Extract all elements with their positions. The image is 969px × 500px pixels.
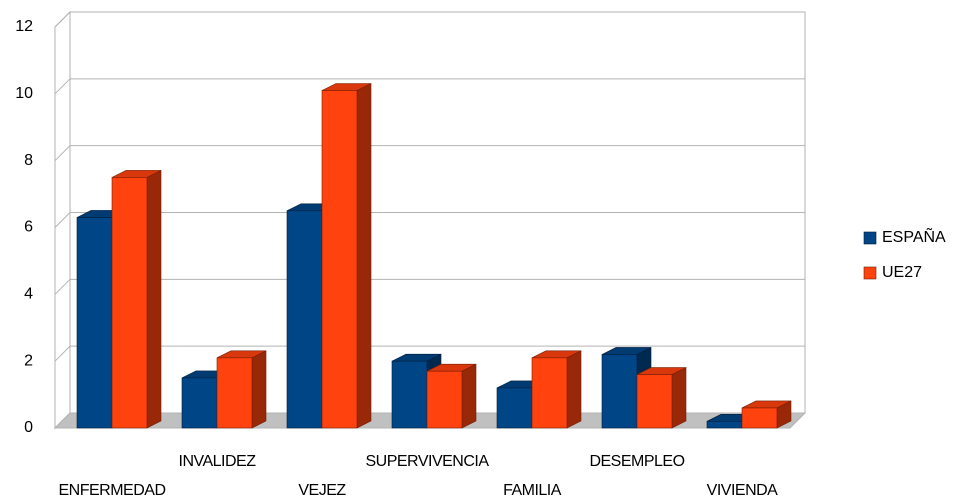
bar — [636, 374, 673, 429]
y-tick-label: 12 — [15, 18, 33, 35]
bar-side — [566, 350, 582, 429]
x-tick-label: ENFERMEDAD — [58, 482, 165, 499]
x-tick-label: FAMILIA — [503, 482, 562, 499]
grid-line — [54, 11, 805, 28]
x-tick-label: DESEMPLEO — [589, 453, 684, 470]
bar — [391, 360, 428, 429]
bar — [216, 357, 253, 429]
x-tick-label: SUPERVIVENCIA — [365, 453, 489, 470]
legend-swatch — [863, 231, 877, 245]
bar-side — [356, 83, 372, 429]
bar — [496, 387, 533, 429]
bar-side — [461, 363, 477, 429]
bar — [111, 177, 148, 429]
legend-label: UE27 — [882, 264, 922, 281]
grid-line — [54, 78, 805, 95]
legend-label: ESPAÑA — [882, 226, 946, 246]
bar — [601, 354, 638, 429]
bar — [321, 90, 358, 429]
x-tick-label: VEJEZ — [298, 482, 346, 499]
grid-line — [54, 278, 805, 295]
y-tick-label: 2 — [24, 352, 33, 369]
bar — [426, 370, 463, 429]
bar-side — [671, 367, 687, 429]
y-tick-label: 6 — [24, 219, 33, 236]
bar-side — [251, 350, 267, 429]
y-tick-label: 8 — [24, 152, 33, 169]
grid-line — [54, 345, 805, 362]
y-tick-label: 0 — [24, 419, 33, 436]
x-tick-label: INVALIDEZ — [179, 453, 257, 470]
y-tick-label: 4 — [24, 286, 33, 303]
bar-side — [146, 169, 162, 429]
grid-line — [54, 212, 805, 228]
grid-line — [54, 145, 805, 162]
bar — [76, 217, 113, 429]
legend-swatch — [863, 266, 877, 280]
bar — [706, 421, 743, 429]
y-tick-label: 10 — [15, 85, 33, 102]
bar — [181, 377, 218, 429]
x-tick-label: VIVIENDA — [707, 482, 779, 499]
bar — [531, 357, 568, 429]
bar — [286, 210, 323, 429]
bar — [741, 407, 778, 429]
